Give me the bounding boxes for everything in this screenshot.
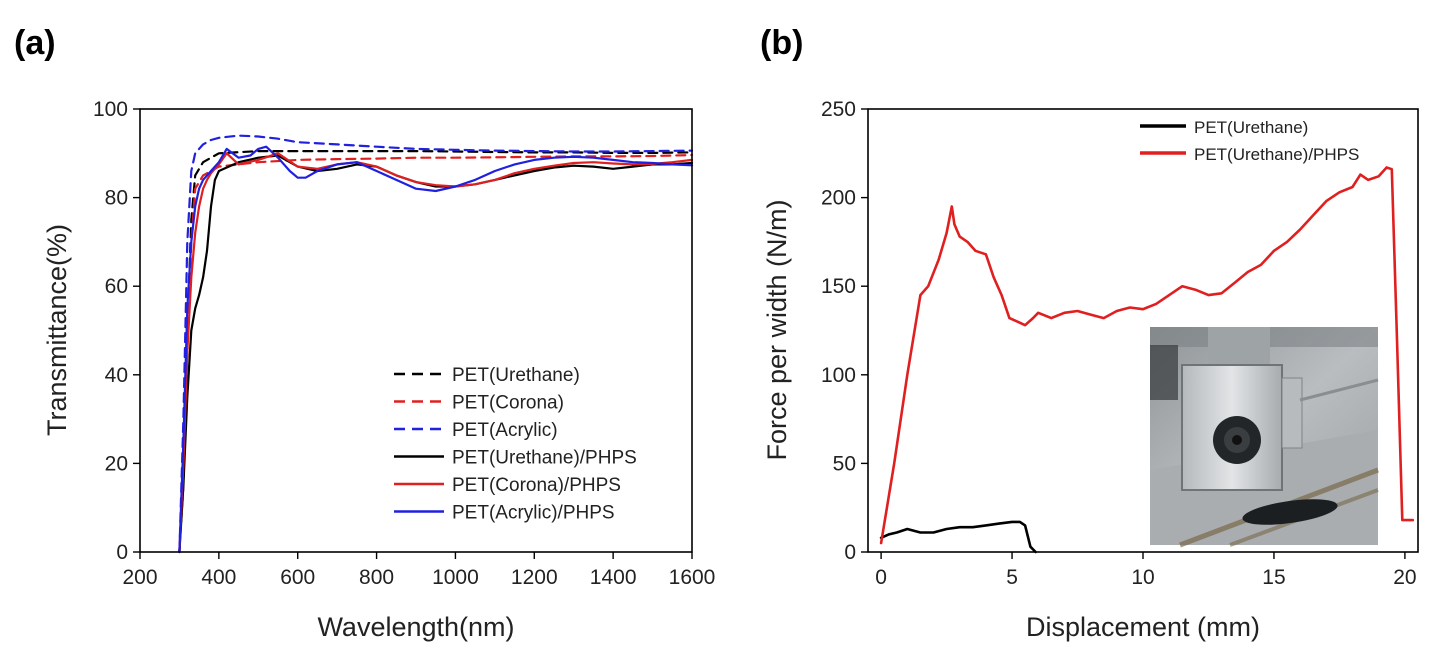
legend-entry: PET(Urethane) [452, 365, 580, 386]
y-tick-label: 20 [105, 452, 128, 475]
panel-b-ylabel: Force per width (N/m) [762, 199, 792, 460]
x-tick-label: 0 [875, 566, 887, 589]
legend-entry: PET(Urethane)/PHPS [452, 448, 637, 469]
legend-entry: PET(Acrylic)/PHPS [452, 503, 615, 524]
y-tick-label: 60 [105, 275, 128, 298]
panel-a-series [178, 134, 694, 554]
legend-entry: PET(Urethane)/PHPS [1194, 145, 1359, 164]
y-tick-label: 80 [105, 187, 128, 210]
panel-a-label: (a) [14, 24, 56, 62]
x-tick-label: 15 [1262, 566, 1285, 589]
x-tick-label: 600 [280, 566, 315, 589]
series-line-pet-urethane- [178, 150, 694, 554]
panel-a-ticks: 200 400 600 800 1000 1200 1400 1600 0 20 40 60 80 100 [93, 98, 715, 589]
x-tick-label: 800 [359, 566, 394, 589]
x-tick-label: 200 [122, 566, 157, 589]
y-tick-label: 40 [105, 364, 128, 387]
y-tick-label: 200 [821, 187, 856, 210]
panel-b-label: (b) [760, 24, 803, 62]
x-tick-label: 5 [1006, 566, 1018, 589]
peel-test-inset-photo [1150, 327, 1379, 548]
series-line-pet-urethane-phps [178, 154, 694, 554]
x-tick-label: 1000 [432, 566, 479, 589]
panel-a-plot-frame [139, 108, 693, 553]
panel-b-series [879, 166, 1415, 554]
y-tick-label: 0 [844, 541, 856, 564]
panel-a-xlabel: Wavelength(nm) [317, 612, 514, 642]
legend-entry: PET(Corona)/PHPS [452, 475, 621, 496]
legend-entry: PET(Acrylic) [452, 420, 558, 441]
x-tick-label: 10 [1131, 566, 1154, 589]
panel-b-legend: PET(Urethane) PET(Urethane)/PHPS [1140, 118, 1359, 164]
series-line-pet-acrylic- [178, 134, 694, 554]
y-tick-label: 50 [833, 452, 856, 475]
panel-b-xlabel: Displacement (mm) [1026, 612, 1260, 642]
x-tick-label: 1600 [669, 566, 716, 589]
series-line-pet-urethane-phps [879, 166, 1415, 545]
x-tick-label: 20 [1393, 566, 1416, 589]
legend-entry: PET(Corona) [452, 393, 564, 414]
x-tick-label: 1400 [590, 566, 637, 589]
y-tick-label: 150 [821, 275, 856, 298]
legend-entry: PET(Urethane) [1194, 118, 1308, 137]
series-line-pet-urethane- [879, 520, 1037, 554]
panel-a-transmittance-chart: (a) 200 400 600 800 1000 1200 1400 1600 0 20 40 60 8… [14, 24, 715, 642]
panel-a-legend: PET(Urethane) PET(Corona) PET(Acrylic) PET(… [394, 365, 637, 524]
panel-a-ylabel: Transmittance(%) [42, 224, 72, 436]
y-tick-label: 250 [821, 98, 856, 121]
y-tick-label: 100 [821, 364, 856, 387]
series-line-pet-acrylic-phps [178, 145, 694, 554]
y-tick-label: 0 [116, 541, 128, 564]
x-tick-label: 1200 [511, 566, 558, 589]
y-tick-label: 100 [93, 98, 128, 121]
x-tick-label: 400 [201, 566, 236, 589]
panel-b-plot-frame [867, 108, 1419, 553]
